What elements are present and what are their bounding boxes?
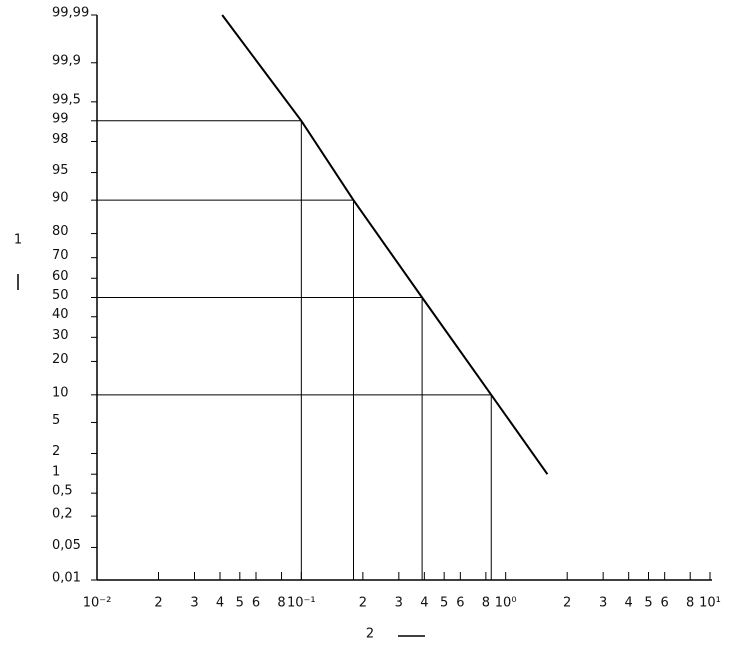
y-tick-label: 90 xyxy=(52,191,69,206)
y-tick-label: 50 xyxy=(52,288,69,303)
x-axis-label: 2 xyxy=(366,627,374,642)
y-tick-label: 60 xyxy=(52,269,69,284)
y-tick-label: 99,9 xyxy=(52,53,81,68)
x-tick-label: 5 xyxy=(236,596,244,611)
y-tick-label: 99,99 xyxy=(52,6,89,21)
x-tick-label: 3 xyxy=(599,596,607,611)
x-tick-label: 10⁰ xyxy=(495,596,517,611)
y-tick-label: 95 xyxy=(52,163,69,178)
y-tick-label: 99,5 xyxy=(52,92,81,107)
x-tick-label: 4 xyxy=(216,596,224,611)
y-tick-label: 0,2 xyxy=(52,507,73,522)
y-tick-label: 0,5 xyxy=(52,484,73,499)
x-tick-label: 10⁻¹ xyxy=(287,596,316,611)
x-tick-label: 8 xyxy=(482,596,490,611)
y-tick-label: 1 xyxy=(52,465,60,480)
x-tick-label: 8 xyxy=(686,596,694,611)
y-tick-label: 98 xyxy=(52,132,69,147)
y-tick-label: 80 xyxy=(52,224,69,239)
y-tick-label: 5 xyxy=(52,413,60,428)
x-tick-label: 2 xyxy=(359,596,367,611)
y-tick-label: 0,01 xyxy=(52,571,81,586)
x-tick-label: 6 xyxy=(661,596,669,611)
distribution-line xyxy=(221,14,549,475)
x-tick-label: 5 xyxy=(440,596,448,611)
x-tick-label: 2 xyxy=(154,596,162,611)
y-tick-label: 70 xyxy=(52,248,69,263)
x-tick-label: 3 xyxy=(190,596,198,611)
y-tick-label: 2 xyxy=(52,444,60,459)
x-tick-label: 4 xyxy=(420,596,428,611)
x-tick-label: 4 xyxy=(625,596,633,611)
y-tick-label: 40 xyxy=(52,307,69,322)
y-tick-label: 0,05 xyxy=(52,538,81,553)
y-tick-label: 99 xyxy=(52,111,69,126)
x-tick-label: 6 xyxy=(252,596,260,611)
x-tick-label: 3 xyxy=(395,596,403,611)
x-tick-label: 2 xyxy=(563,596,571,611)
x-tick-label: 6 xyxy=(456,596,464,611)
y-axis-label: 1 xyxy=(14,233,22,248)
y-tick-label: 30 xyxy=(52,328,69,343)
x-tick-label: 5 xyxy=(644,596,652,611)
x-tick-label: 8 xyxy=(277,596,285,611)
x-tick-label: 10¹ xyxy=(699,596,721,611)
y-tick-label: 10 xyxy=(52,385,69,400)
x-tick-label: 10⁻² xyxy=(83,596,112,611)
y-tick-label: 20 xyxy=(52,352,69,367)
